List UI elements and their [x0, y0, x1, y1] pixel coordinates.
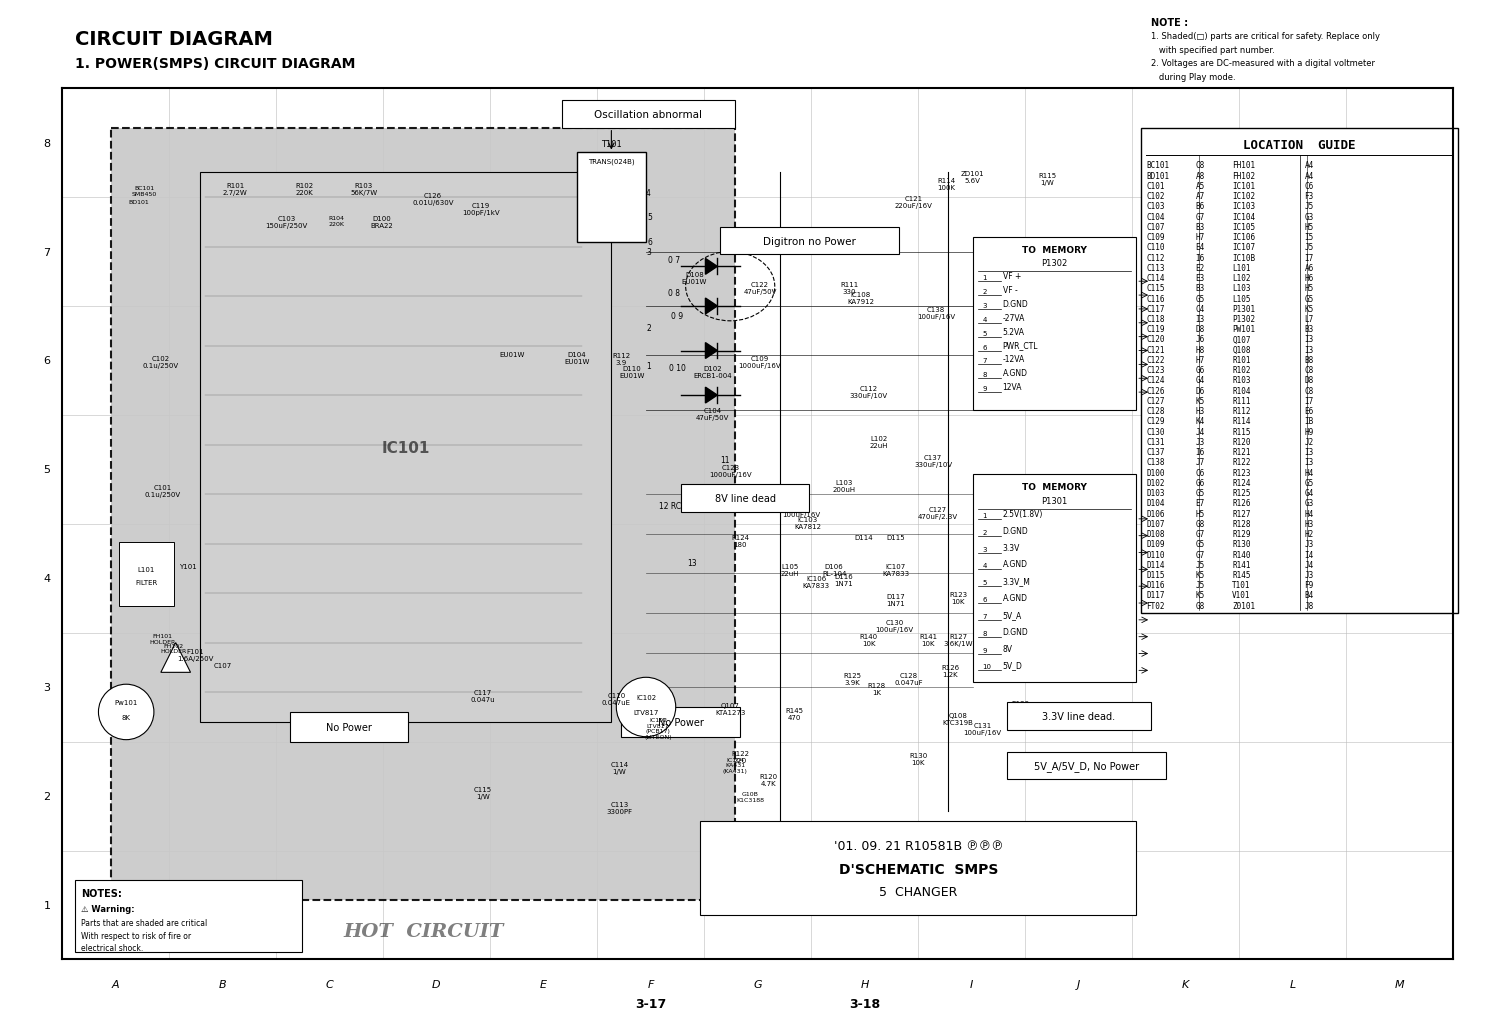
Text: C121
220uF/16V: C121 220uF/16V: [894, 196, 933, 209]
Text: C104: C104: [1146, 212, 1164, 221]
Text: C117
0.047u: C117 0.047u: [471, 690, 495, 703]
Text: R104: R104: [1232, 386, 1251, 395]
Text: E: E: [540, 980, 548, 990]
Bar: [1008, 752, 1166, 779]
Text: I7: I7: [1305, 254, 1314, 262]
Text: I6: I6: [1196, 448, 1204, 457]
Text: R111: R111: [1232, 396, 1251, 405]
Text: 1: 1: [44, 900, 51, 910]
Text: C115
1/W: C115 1/W: [474, 787, 492, 800]
Text: C8: C8: [1305, 386, 1314, 395]
Text: C123
1000uF/16V: C123 1000uF/16V: [710, 465, 752, 478]
Text: A6: A6: [1305, 264, 1314, 273]
Text: R145
470: R145 470: [786, 708, 804, 720]
Text: D102
ERCB1-004: D102 ERCB1-004: [693, 366, 732, 379]
Text: A: A: [111, 980, 118, 990]
Text: R130
10K: R130 10K: [909, 752, 927, 764]
Text: -12VA: -12VA: [1002, 355, 1025, 364]
Text: LOCATION  GUIDE: LOCATION GUIDE: [1244, 139, 1356, 152]
Text: B4: B4: [1305, 590, 1314, 600]
Text: 5: 5: [44, 465, 51, 475]
Bar: [201, 173, 612, 722]
Bar: [118, 542, 174, 607]
Text: B8: B8: [1305, 356, 1314, 365]
Text: BC101: BC101: [1146, 161, 1168, 170]
Text: J: J: [1077, 980, 1080, 990]
Text: D106: D106: [1146, 510, 1164, 518]
Text: IC105: IC105: [1232, 222, 1256, 232]
Text: J3: J3: [1196, 438, 1204, 447]
Bar: [576, 154, 646, 243]
Text: C129: C129: [1146, 417, 1164, 426]
Text: A.GND: A.GND: [1002, 593, 1028, 603]
Text: R129
T/W: R129 T/W: [1011, 701, 1029, 714]
Text: C127: C127: [1146, 396, 1164, 405]
Text: D115: D115: [1146, 570, 1164, 579]
Text: during Play mode.: during Play mode.: [1150, 73, 1236, 82]
Text: IC106
KA7833: IC106 KA7833: [802, 575, 830, 588]
Text: F: F: [646, 980, 654, 990]
Text: 1. POWER(SMPS) CIRCUIT DIAGRAM: 1. POWER(SMPS) CIRCUIT DIAGRAM: [75, 58, 356, 72]
Text: C120
100uF/16V: C120 100uF/16V: [783, 504, 820, 518]
Text: C6: C6: [1196, 468, 1204, 477]
Text: B3: B3: [1196, 284, 1204, 293]
Text: 2: 2: [982, 529, 987, 535]
Text: I7: I7: [1305, 396, 1314, 405]
Text: C116: C116: [1146, 294, 1164, 303]
Text: C101: C101: [1146, 182, 1164, 191]
Text: J7: J7: [1196, 458, 1204, 467]
Text: C119: C119: [1146, 325, 1164, 334]
Text: 7: 7: [982, 614, 987, 620]
Text: 5  CHANGER: 5 CHANGER: [879, 886, 957, 899]
Text: C128
0.047uF: C128 0.047uF: [894, 672, 922, 685]
Text: H5: H5: [1196, 510, 1204, 518]
Text: 0 9: 0 9: [670, 312, 682, 321]
Text: E6: E6: [1305, 406, 1314, 416]
Polygon shape: [705, 298, 717, 314]
Text: R145: R145: [1232, 570, 1251, 579]
Text: FH101: FH101: [1232, 161, 1256, 170]
Text: FH102
HOLDER: FH102 HOLDER: [160, 643, 188, 654]
Text: D'SCHEMATIC  SMPS: D'SCHEMATIC SMPS: [839, 862, 998, 877]
Text: IC102: IC102: [636, 695, 656, 701]
Bar: [1008, 703, 1150, 730]
Text: E3: E3: [1196, 274, 1204, 283]
Text: D102: D102: [1146, 478, 1164, 487]
Text: J4: J4: [1305, 560, 1314, 569]
Text: R127: R127: [1232, 510, 1251, 518]
Text: C110: C110: [1146, 243, 1164, 252]
Text: D6: D6: [1196, 386, 1204, 395]
Text: D108: D108: [1146, 530, 1164, 539]
Text: 7: 7: [982, 358, 987, 364]
Text: 6: 6: [982, 596, 987, 603]
Text: HOT  CIRCUIT: HOT CIRCUIT: [344, 922, 504, 940]
Text: 0 8: 0 8: [668, 288, 680, 297]
Text: B6: B6: [1196, 202, 1204, 211]
Bar: [111, 128, 735, 900]
Text: CIRCUIT DIAGRAM: CIRCUIT DIAGRAM: [75, 29, 273, 49]
Text: LTV817: LTV817: [633, 710, 658, 715]
Bar: [1142, 128, 1458, 614]
Text: D110
EU01W: D110 EU01W: [620, 366, 645, 379]
Text: L103
200uH: L103 200uH: [833, 480, 855, 492]
Text: IC106: IC106: [1232, 233, 1256, 242]
Text: 2. Voltages are DC-measured with a digital voltmeter: 2. Voltages are DC-measured with a digit…: [1150, 60, 1376, 69]
Text: C114: C114: [1146, 274, 1164, 283]
Text: R140: R140: [1232, 550, 1251, 559]
Text: 6: 6: [646, 238, 652, 247]
Text: 4: 4: [44, 573, 51, 583]
Text: R126
1.2K: R126 1.2K: [940, 665, 958, 677]
Text: BD101: BD101: [1146, 172, 1168, 180]
Text: J5: J5: [1305, 202, 1314, 211]
Text: R121: R121: [1232, 448, 1251, 457]
Text: 4: 4: [982, 316, 987, 323]
Text: D114: D114: [855, 534, 873, 540]
Text: C107: C107: [1146, 222, 1164, 232]
Text: P1301: P1301: [1041, 496, 1068, 506]
Text: P1301: P1301: [1232, 304, 1256, 313]
Text: C112
330uF/10V: C112 330uF/10V: [850, 386, 888, 398]
Polygon shape: [705, 388, 717, 403]
Text: R124
180: R124 180: [730, 534, 748, 547]
Text: IC102
LTV817
(PCB17)
(LITEON): IC102 LTV817 (PCB17) (LITEON): [644, 717, 672, 740]
Text: D104
EU01W: D104 EU01W: [564, 351, 590, 364]
